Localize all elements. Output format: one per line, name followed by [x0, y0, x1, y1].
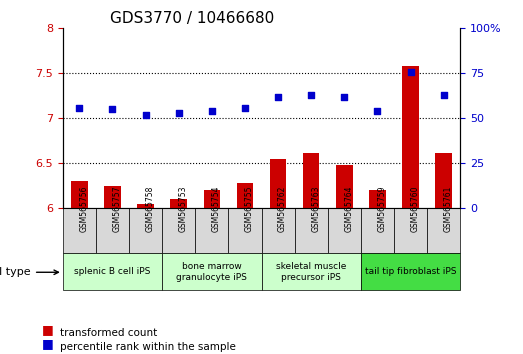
FancyBboxPatch shape	[262, 253, 361, 290]
Bar	[270, 159, 287, 209]
Point	[108, 107, 117, 112]
Text: GSM565760: GSM565760	[411, 186, 419, 233]
FancyBboxPatch shape	[294, 209, 328, 253]
Text: ■: ■	[42, 323, 53, 336]
FancyBboxPatch shape	[162, 253, 262, 290]
Text: GSM565757: GSM565757	[112, 186, 121, 233]
Text: GSM565759: GSM565759	[378, 186, 386, 233]
FancyBboxPatch shape	[229, 209, 262, 253]
Point	[75, 105, 84, 110]
Point	[307, 92, 315, 98]
Point	[439, 92, 448, 98]
Bar	[303, 153, 320, 209]
Text: tail tip fibroblast iPS: tail tip fibroblast iPS	[365, 267, 456, 276]
Bar	[369, 190, 385, 209]
Bar	[203, 190, 220, 209]
FancyBboxPatch shape	[262, 209, 294, 253]
Text: GSM565763: GSM565763	[311, 186, 320, 233]
Bar	[104, 186, 121, 209]
Bar	[137, 204, 154, 209]
Text: GSM565755: GSM565755	[245, 186, 254, 233]
Text: splenic B cell iPS: splenic B cell iPS	[74, 267, 151, 276]
Point	[406, 69, 415, 74]
Text: GSM565754: GSM565754	[212, 186, 221, 233]
Text: cell type: cell type	[0, 267, 59, 277]
Text: percentile rank within the sample: percentile rank within the sample	[60, 342, 236, 352]
Bar	[170, 199, 187, 209]
Text: bone marrow
granulocyte iPS: bone marrow granulocyte iPS	[176, 262, 247, 281]
Bar	[402, 66, 419, 209]
FancyBboxPatch shape	[394, 209, 427, 253]
Point	[241, 105, 249, 110]
Text: GSM565761: GSM565761	[444, 186, 453, 233]
FancyBboxPatch shape	[162, 209, 195, 253]
Text: GSM565758: GSM565758	[145, 186, 155, 233]
Text: GSM565762: GSM565762	[278, 186, 287, 233]
Point	[274, 94, 282, 99]
Point	[208, 108, 216, 114]
Point	[373, 108, 382, 114]
Text: skeletal muscle
precursor iPS: skeletal muscle precursor iPS	[276, 262, 346, 281]
Point	[141, 112, 150, 118]
Bar	[435, 153, 452, 209]
FancyBboxPatch shape	[63, 209, 96, 253]
FancyBboxPatch shape	[427, 209, 460, 253]
Bar	[236, 183, 253, 209]
Text: ■: ■	[42, 337, 53, 350]
Point	[340, 94, 348, 99]
Bar	[336, 165, 353, 209]
FancyBboxPatch shape	[361, 209, 394, 253]
FancyBboxPatch shape	[96, 209, 129, 253]
FancyBboxPatch shape	[328, 209, 361, 253]
Text: GSM565764: GSM565764	[344, 186, 354, 233]
FancyBboxPatch shape	[129, 209, 162, 253]
Text: GDS3770 / 10466680: GDS3770 / 10466680	[110, 11, 275, 26]
FancyBboxPatch shape	[63, 253, 162, 290]
Bar	[71, 181, 87, 209]
Text: GSM565753: GSM565753	[179, 186, 188, 233]
Text: transformed count: transformed count	[60, 328, 157, 338]
FancyBboxPatch shape	[361, 253, 460, 290]
Point	[175, 110, 183, 116]
FancyBboxPatch shape	[195, 209, 229, 253]
Text: GSM565756: GSM565756	[79, 186, 88, 233]
